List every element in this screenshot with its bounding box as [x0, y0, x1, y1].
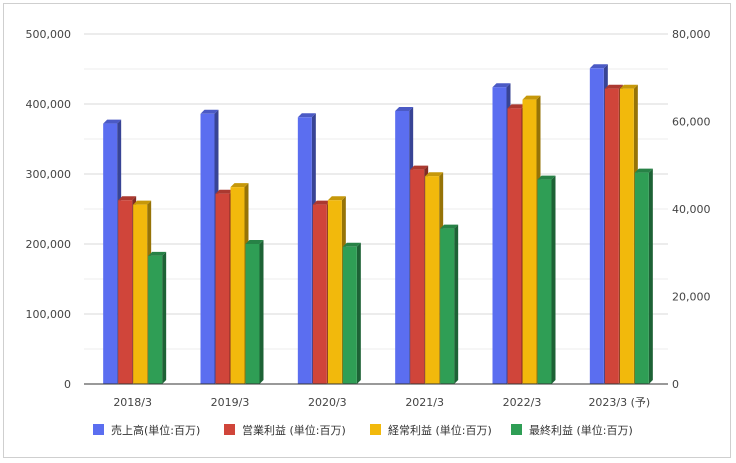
bar-top	[589, 64, 608, 69]
bar-top	[410, 165, 429, 170]
bar-side	[454, 224, 459, 384]
bar-face	[634, 172, 649, 384]
bar-face	[103, 123, 118, 384]
bar-top	[507, 104, 526, 109]
bar-side	[648, 168, 653, 384]
bar-top	[215, 189, 234, 194]
legend-item: 経常利益 (単位:百万)	[370, 423, 492, 437]
gridlines	[84, 33, 668, 350]
legend-item: 最終利益 (単位:百万)	[511, 423, 633, 437]
bar-side	[259, 240, 264, 384]
bar-top	[312, 200, 331, 205]
bar-top	[200, 109, 219, 114]
right-tick-label: 60,000	[672, 116, 711, 129]
bar-face	[342, 246, 357, 384]
left-tick-label: 400,000	[26, 98, 72, 111]
category-label: 2020/3	[308, 396, 347, 409]
left-tick-label: 0	[64, 378, 71, 391]
legend-item: 営業利益 (単位:百万)	[224, 423, 346, 437]
bar-face	[148, 255, 163, 384]
bar-top	[425, 172, 444, 177]
bar-face	[215, 193, 230, 384]
bar-face	[245, 244, 260, 384]
bar-top	[245, 240, 264, 244]
bar-face	[619, 88, 634, 384]
legend-swatch	[370, 424, 381, 435]
bar-face	[604, 88, 619, 384]
bar-side	[162, 251, 167, 384]
right-axis-ticks: 0 20,000 40,000 60,000 80,000	[672, 28, 711, 391]
bar-top	[103, 119, 122, 124]
bar-top	[537, 175, 556, 180]
bar-side	[356, 242, 361, 384]
bar-face	[327, 200, 342, 384]
bar	[148, 251, 167, 384]
right-tick-label: 0	[672, 378, 679, 391]
bar-face	[537, 179, 552, 384]
category-label: 2022/3	[503, 396, 542, 409]
bar-top	[395, 107, 414, 111]
bar-top	[522, 95, 541, 100]
bar-face	[589, 68, 604, 385]
bar-face	[410, 169, 425, 384]
left-axis-ticks: 0 100,000 200,000 300,000 400,000 500,000	[26, 28, 72, 391]
bar-face	[507, 108, 522, 384]
bar-top	[634, 168, 653, 173]
bars	[103, 64, 653, 385]
bar-face	[522, 99, 537, 384]
bar-top	[492, 83, 511, 88]
category-label: 2019/3	[211, 396, 250, 409]
legend-label: 売上高(単位:百万)	[111, 423, 200, 437]
category-label: 2023/3 (予)	[588, 396, 650, 409]
left-tick-label: 200,000	[26, 238, 72, 251]
bar-top	[440, 224, 459, 229]
bar	[634, 168, 653, 384]
bar	[440, 224, 459, 384]
category-label: 2018/3	[113, 396, 152, 409]
legend-label: 最終利益 (単位:百万)	[529, 423, 633, 437]
bar-face	[425, 176, 440, 384]
bar-face	[118, 200, 133, 384]
right-tick-label: 40,000	[672, 203, 711, 216]
bar-top	[619, 84, 638, 89]
bar-top	[342, 242, 361, 247]
bar-top	[230, 183, 249, 188]
legend-swatch	[511, 424, 522, 435]
bar-face	[440, 228, 455, 384]
right-tick-label: 20,000	[672, 291, 711, 304]
bar-face	[230, 187, 245, 384]
bar-top	[118, 196, 137, 201]
bar-top	[148, 251, 167, 256]
category-labels: 2018/3 2019/3 2020/3 2021/3 2022/3 2023/3 (予)	[113, 396, 650, 409]
bar	[537, 175, 556, 384]
bar-face	[492, 87, 507, 384]
bar-top	[604, 84, 623, 89]
bar-face	[297, 117, 312, 385]
bar-face	[133, 204, 148, 384]
bar-face	[200, 113, 215, 385]
bar-face	[395, 111, 410, 384]
right-tick-label: 80,000	[672, 28, 711, 41]
legend-swatch	[93, 424, 104, 435]
legend-item: 売上高(単位:百万)	[93, 423, 200, 437]
bar	[342, 242, 361, 384]
left-tick-label: 500,000	[26, 28, 72, 41]
bar-side	[551, 175, 556, 384]
legend: 売上高(単位:百万) 営業利益 (単位:百万) 経常利益 (単位:百万) 最終利益 (…	[93, 423, 633, 437]
bar-face	[312, 204, 327, 384]
left-tick-label: 100,000	[26, 308, 72, 321]
bar	[245, 240, 264, 384]
bar-top	[327, 196, 346, 201]
category-label: 2021/3	[405, 396, 444, 409]
legend-swatch	[224, 424, 235, 435]
left-tick-label: 300,000	[26, 168, 72, 181]
legend-label: 経常利益 (単位:百万)	[388, 423, 492, 437]
bar-top	[297, 113, 316, 118]
legend-label: 営業利益 (単位:百万)	[242, 423, 346, 437]
bar-top	[133, 200, 152, 205]
